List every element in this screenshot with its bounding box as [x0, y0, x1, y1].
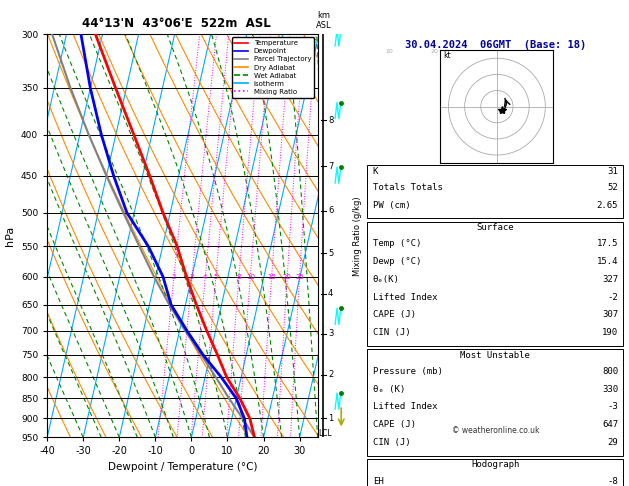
Legend: Temperature, Dewpoint, Parcel Trajectory, Dry Adiabat, Wet Adiabat, Isotherm, Mi: Temperature, Dewpoint, Parcel Trajectory… — [231, 37, 314, 98]
Text: θₑ(K): θₑ(K) — [372, 275, 399, 284]
Text: K: K — [372, 167, 378, 176]
Text: 25: 25 — [295, 274, 304, 280]
Text: 15.4: 15.4 — [596, 257, 618, 266]
Text: 2: 2 — [172, 274, 176, 280]
Text: Surface: Surface — [477, 223, 514, 232]
Text: 10: 10 — [386, 50, 394, 54]
Text: Lifted Index: Lifted Index — [372, 402, 437, 411]
Y-axis label: hPa: hPa — [5, 226, 15, 246]
Text: CAPE (J): CAPE (J) — [372, 420, 416, 429]
Text: PW (cm): PW (cm) — [372, 201, 410, 209]
Text: Pressure (mb): Pressure (mb) — [372, 367, 443, 376]
Text: 7: 7 — [328, 162, 333, 171]
Text: 17.5: 17.5 — [596, 239, 618, 248]
Text: 29: 29 — [607, 438, 618, 447]
Text: 327: 327 — [602, 275, 618, 284]
Text: Most Unstable: Most Unstable — [460, 351, 530, 360]
Text: CIN (J): CIN (J) — [372, 438, 410, 447]
Text: 3: 3 — [328, 329, 333, 338]
Text: 52: 52 — [607, 183, 618, 192]
Bar — [367, 222, 623, 346]
Text: km
ASL: km ASL — [316, 11, 331, 30]
Bar — [367, 459, 623, 486]
Text: 800: 800 — [602, 367, 618, 376]
X-axis label: Dewpoint / Temperature (°C): Dewpoint / Temperature (°C) — [108, 462, 257, 472]
Text: 5: 5 — [328, 248, 333, 258]
Text: 4: 4 — [328, 289, 333, 298]
Text: -8: -8 — [607, 477, 618, 486]
Text: -3: -3 — [607, 402, 618, 411]
Text: CAPE (J): CAPE (J) — [372, 311, 416, 319]
Text: 20: 20 — [282, 274, 292, 280]
Text: 647: 647 — [602, 420, 618, 429]
Text: 10: 10 — [246, 274, 255, 280]
Text: 31: 31 — [607, 167, 618, 176]
Text: © weatheronline.co.uk: © weatheronline.co.uk — [452, 426, 539, 435]
Text: kt: kt — [443, 51, 451, 60]
Text: θₑ (K): θₑ (K) — [372, 384, 405, 394]
Text: Temp (°C): Temp (°C) — [372, 239, 421, 248]
Text: 30.04.2024  06GMT  (Base: 18): 30.04.2024 06GMT (Base: 18) — [404, 40, 586, 50]
Text: 15: 15 — [267, 274, 276, 280]
Text: 2: 2 — [328, 370, 333, 379]
Text: 3: 3 — [190, 274, 194, 280]
Bar — [367, 349, 623, 455]
Text: 1: 1 — [328, 414, 333, 423]
Text: 307: 307 — [602, 311, 618, 319]
Text: 6: 6 — [328, 206, 333, 215]
Text: Lifted Index: Lifted Index — [372, 293, 437, 302]
Bar — [367, 165, 623, 218]
Text: -2: -2 — [607, 293, 618, 302]
Text: LCL: LCL — [319, 429, 333, 438]
Text: CIN (J): CIN (J) — [372, 328, 410, 337]
Text: 44°13'N  43°06'E  522m  ASL: 44°13'N 43°06'E 522m ASL — [82, 17, 270, 30]
Text: EH: EH — [372, 477, 384, 486]
Text: 20: 20 — [430, 50, 438, 54]
Text: 8: 8 — [328, 116, 333, 125]
Text: Mixing Ratio (g/kg): Mixing Ratio (g/kg) — [353, 196, 362, 276]
Text: 4: 4 — [203, 274, 208, 280]
Text: Dewp (°C): Dewp (°C) — [372, 257, 421, 266]
Text: 8: 8 — [237, 274, 241, 280]
Text: 190: 190 — [602, 328, 618, 337]
Text: 5: 5 — [214, 274, 218, 280]
Text: 330: 330 — [602, 384, 618, 394]
Text: Hodograph: Hodograph — [471, 460, 520, 469]
Text: 2.65: 2.65 — [596, 201, 618, 209]
Text: Totals Totals: Totals Totals — [372, 183, 443, 192]
